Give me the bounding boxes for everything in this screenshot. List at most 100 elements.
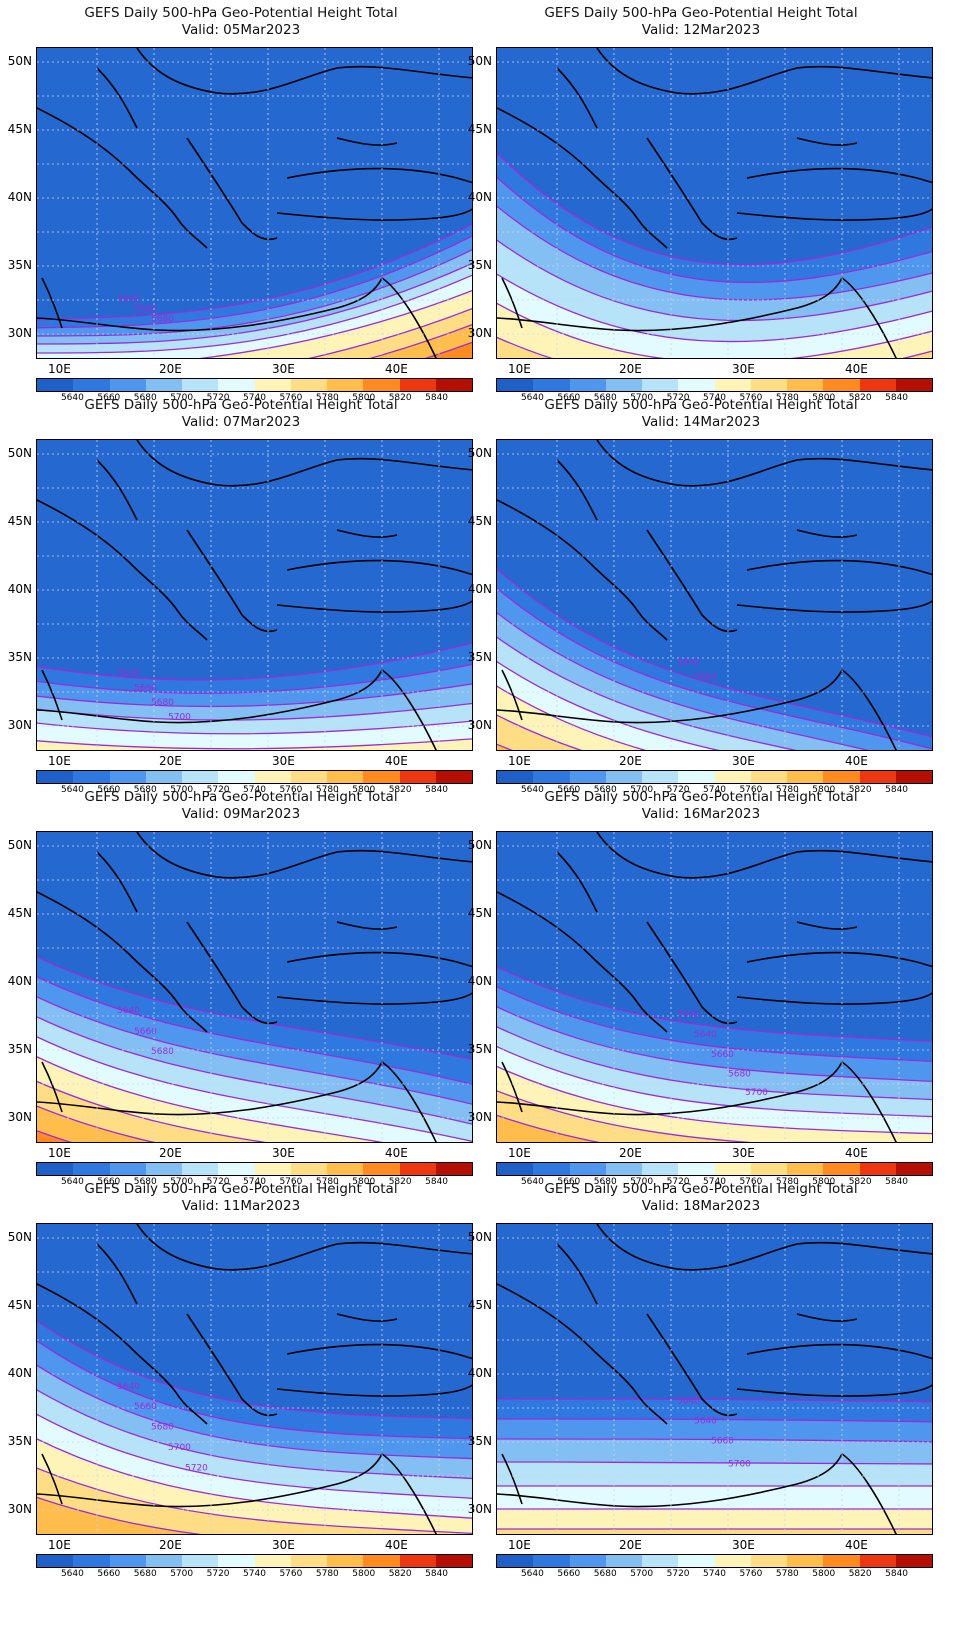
colorbar-label: 5720	[206, 1569, 230, 1579]
map-canvas: 5640 5660 5680 5700	[37, 440, 472, 750]
colorbar-labels: 5640 5660 5680 5700 5720 5740 5760 5780 5800 5820…	[36, 1177, 473, 1189]
colorbar	[496, 770, 933, 784]
colorbar-labels: 5640 5660 5680 5700 5720 5740 5760 5780 5800 5820…	[36, 785, 473, 797]
height-band	[37, 1130, 70, 1142]
height-band	[37, 721, 472, 750]
contour-label: 5680	[151, 1423, 174, 1433]
coastline	[286, 167, 472, 184]
coastline	[96, 1243, 138, 1305]
colorbar-label: 5740	[243, 1569, 266, 1579]
colorbar-label: 5760	[739, 1177, 763, 1187]
colorbar-segment	[254, 1555, 291, 1567]
contour-line	[37, 1105, 156, 1142]
colorbar-label: 5660	[97, 785, 121, 795]
colorbar-segment	[109, 1163, 146, 1175]
panel-title: GEFS Daily 500-hPa Geo-Potential Height …	[544, 397, 858, 413]
coastline	[746, 951, 932, 968]
contour-label: 5660	[134, 304, 157, 314]
coastline	[596, 440, 932, 487]
panel-title: GEFS Daily 500-hPa Geo-Potential Height …	[84, 397, 398, 413]
colorbar-label: 5740	[243, 393, 266, 403]
coastline	[336, 1313, 398, 1322]
coastline	[796, 1313, 858, 1322]
colorbar-label: 5820	[388, 393, 412, 403]
latitude-label: 35N	[7, 258, 32, 272]
latitude-label: 30N	[467, 1110, 492, 1124]
colorbar-label: 5700	[630, 785, 654, 795]
colorbar-segment	[254, 379, 291, 391]
latitude-label: 30N	[467, 326, 492, 340]
coastline	[841, 669, 897, 750]
latitude-label: 40N	[7, 582, 32, 596]
contour-line	[497, 302, 932, 358]
coastline	[501, 1061, 523, 1113]
colorbar-segment	[218, 1555, 255, 1567]
colorbar-segment	[497, 1163, 534, 1175]
colorbar	[36, 378, 473, 392]
coastline	[286, 951, 472, 968]
colorbar-segment	[895, 1555, 932, 1567]
latitude-label: 45N	[7, 1298, 32, 1312]
coastline	[841, 1061, 897, 1142]
panel-valid-date: Valid: 11Mar2023	[181, 1198, 301, 1214]
coastline	[276, 992, 472, 1005]
contour-line	[37, 1413, 472, 1499]
colorbar-label: 5820	[848, 393, 872, 403]
colorbar-segment	[290, 771, 327, 783]
contour-line	[497, 239, 932, 322]
colorbar	[496, 1554, 933, 1568]
colorbar-label: 5740	[243, 1177, 266, 1187]
contour-line	[497, 176, 932, 284]
contour-label: 5640	[677, 658, 700, 668]
colorbar-segment	[182, 771, 219, 783]
colorbar-segment	[435, 379, 472, 391]
colorbar-label: 5820	[848, 1569, 872, 1579]
coastline	[37, 107, 208, 249]
colorbar-segment	[399, 1555, 436, 1567]
colorbar-segment	[569, 379, 606, 391]
colorbar-segment	[533, 1163, 570, 1175]
latitude-label: 35N	[467, 1042, 492, 1056]
colorbar-label: 5680	[593, 1177, 617, 1187]
colorbar-segment	[363, 379, 400, 391]
colorbar-label: 5660	[97, 1177, 121, 1187]
height-map: 5640 5660 5680	[36, 831, 473, 1143]
colorbar-label: 5800	[812, 1569, 836, 1579]
panel-valid-date: Valid: 16Mar2023	[641, 806, 761, 822]
height-band	[497, 1090, 744, 1142]
height-band	[497, 303, 932, 358]
colorbar-segment	[497, 1555, 534, 1567]
latitude-label: 40N	[7, 190, 32, 204]
colorbar-segment	[145, 1163, 182, 1175]
coastline	[286, 1343, 472, 1360]
colorbar-label: 5660	[97, 1569, 121, 1579]
colorbar-label: 5680	[133, 785, 157, 795]
coastline	[497, 891, 668, 1033]
coastline	[746, 1343, 932, 1360]
colorbar-labels: 5640 5660 5680 5700 5720 5740 5760 5780 5800 5820…	[496, 1569, 933, 1581]
colorbar-label: 5740	[703, 1177, 726, 1187]
coastline	[746, 559, 932, 576]
panel-valid-date: Valid: 12Mar2023	[641, 22, 761, 38]
colorbar-labels: 5640 5660 5680 5700 5720 5740 5760 5780 5800 5820…	[496, 393, 933, 405]
colorbar-label: 5840	[885, 1177, 909, 1187]
longitude-label: 40E	[845, 1146, 868, 1160]
colorbar-label: 5720	[666, 393, 690, 403]
map-canvas: 5640 5640 5660 5700	[497, 1224, 932, 1534]
colorbar-labels: 5640 5660 5680 5700 5720 5740 5760 5780 5800 5820…	[496, 785, 933, 797]
longitude-label: 10E	[48, 754, 71, 768]
contour-line	[497, 151, 932, 266]
contour-line	[497, 336, 932, 358]
colorbar-label: 5840	[885, 785, 909, 795]
coastline	[41, 669, 63, 721]
colorbar-segment	[859, 1555, 896, 1567]
colorbar-segment	[859, 1163, 896, 1175]
colorbar-segment	[145, 771, 182, 783]
colorbar	[36, 770, 473, 784]
longitude-label: 10E	[48, 1146, 71, 1160]
contour-line	[37, 996, 472, 1105]
colorbar-label: 5760	[279, 785, 303, 795]
colorbar-label: 5800	[812, 393, 836, 403]
colorbar-label: 5740	[703, 785, 726, 795]
contour-label: 5640	[677, 1397, 700, 1407]
